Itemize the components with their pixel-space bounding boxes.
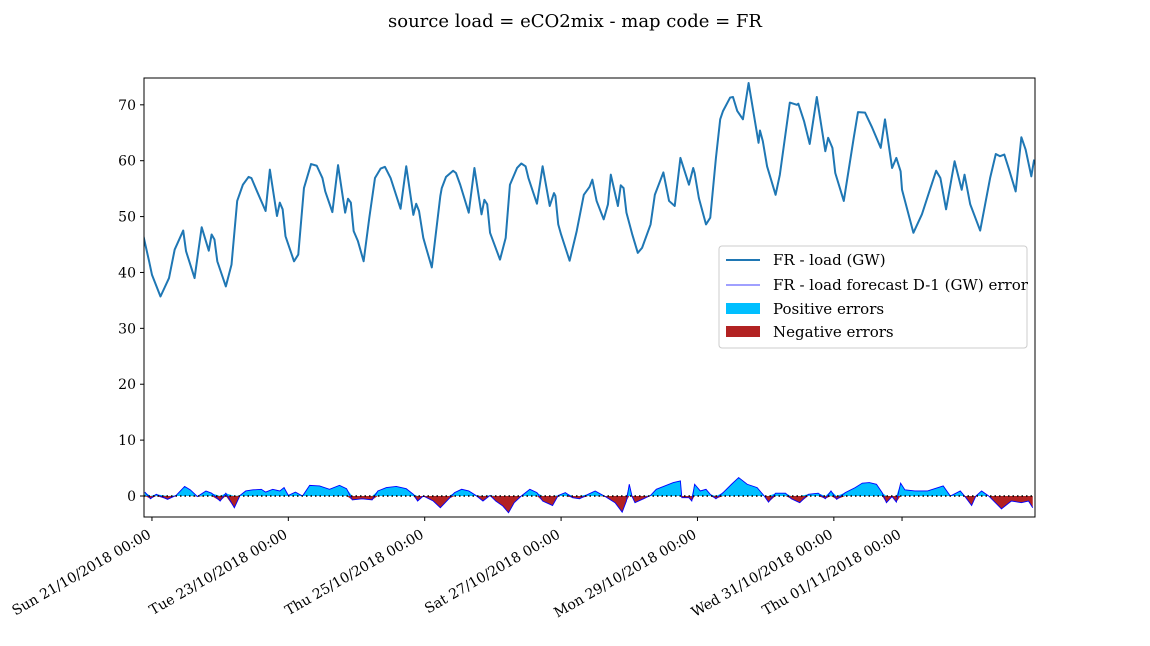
load-series-line [144, 82, 1035, 298]
error-series-line [144, 476, 1034, 514]
y-tick-label: 40 [118, 265, 136, 281]
y-tick-label: 70 [118, 98, 136, 114]
x-tick-label: Sat 27/10/2018 00:00 [422, 527, 563, 618]
legend-swatch-negative [726, 326, 760, 337]
x-tick-label: Sun 21/10/2018 00:00 [10, 527, 154, 620]
legend-label-load: FR - load (GW) [773, 251, 886, 269]
legend-label-positive: Positive errors [773, 300, 884, 318]
legend-box [718, 245, 1028, 349]
x-tick-label: Thu 25/10/2018 00:00 [282, 527, 426, 620]
x-tick-label: Tue 23/10/2018 00:00 [147, 527, 291, 619]
y-tick-label: 10 [118, 433, 136, 449]
y-tick-label: 0 [127, 489, 136, 505]
y-tick-label: 60 [118, 154, 136, 170]
y-axis: 0 10 20 30 40 50 60 70 [118, 98, 144, 505]
negative-error-area [144, 495, 1033, 513]
legend: FR - load (GW) FR - load forecast D-1 (G… [718, 245, 1029, 349]
legend-label-error: FR - load forecast D-1 (GW) error [773, 276, 1029, 294]
legend-label-negative: Negative errors [773, 323, 894, 341]
y-tick-label: 50 [118, 210, 136, 226]
y-tick-label: 20 [118, 377, 136, 393]
positive-error-area [144, 477, 1033, 496]
plot-marks [144, 82, 1035, 514]
y-tick-label: 30 [118, 321, 136, 337]
x-tick-label: Mon 29/10/2018 00:00 [551, 527, 699, 622]
legend-swatch-positive [726, 303, 760, 314]
plot-frame [143, 77, 1036, 518]
chart-title: source load = eCO2mix - map code = FR [388, 11, 762, 32]
